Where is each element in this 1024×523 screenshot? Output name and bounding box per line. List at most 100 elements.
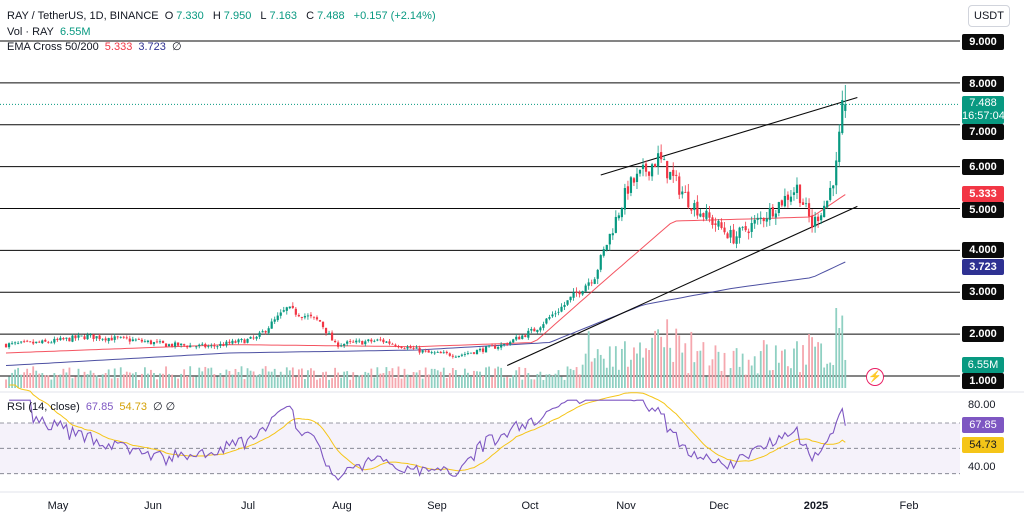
candle-body: [74, 335, 77, 339]
volume-bar: [261, 368, 264, 388]
candle-body: [418, 347, 421, 353]
volume-bar: [442, 367, 445, 388]
volume-bar: [113, 368, 116, 388]
candle-body: [397, 345, 400, 348]
volume-bar: [684, 343, 687, 388]
volume-bar: [844, 359, 847, 388]
volume-bar: [512, 375, 515, 388]
volume-bar: [207, 368, 210, 388]
volume-bar: [500, 367, 503, 388]
volume-bar: [403, 368, 406, 388]
candle-body: [478, 348, 482, 351]
level-label-6: 6.000: [962, 159, 1004, 175]
volume-bar: [83, 371, 86, 388]
ema-legend[interactable]: EMA Cross 50/200 5.333 3.723 ∅: [7, 40, 185, 54]
candle-body: [569, 296, 572, 301]
candle-body: [487, 345, 491, 347]
symbol-title[interactable]: RAY / TetherUS, 1D, BINANCE: [7, 10, 159, 22]
volume-bar: [95, 375, 98, 388]
volume-bar: [539, 371, 542, 388]
volume-bar: [258, 374, 261, 388]
candle-body: [343, 343, 346, 346]
candle-body: [421, 350, 424, 353]
volume-bar: [47, 375, 50, 388]
volume-bar: [180, 373, 183, 388]
candle-body: [792, 192, 796, 195]
volume-bar: [509, 378, 512, 388]
volume-bar: [693, 362, 696, 388]
volume-bar: [814, 346, 816, 388]
candle-body: [65, 337, 68, 339]
candle-body: [629, 177, 633, 193]
candle-body: [605, 244, 608, 251]
candle-body: [204, 344, 207, 348]
volume-legend-label: Vol · RAY: [7, 26, 54, 38]
candle-body: [29, 341, 32, 343]
candle-body: [463, 353, 467, 355]
candle-body: [258, 332, 261, 337]
volume-bar: [294, 376, 297, 388]
volume-bar: [521, 379, 524, 388]
candle-body: [155, 341, 159, 343]
volume-legend[interactable]: Vol · RAY 6.55M: [7, 25, 94, 39]
rsi-legend[interactable]: RSI (14, close) 67.85 54.73 ∅ ∅: [7, 400, 178, 414]
lightning-icon[interactable]: ⚡: [866, 368, 884, 386]
volume-bar: [400, 378, 403, 388]
volume-bar: [116, 377, 119, 388]
volume-bar: [14, 369, 16, 388]
candle-body: [466, 353, 470, 354]
lower-trendline: [506, 205, 858, 367]
currency-button[interactable]: USDT: [968, 5, 1010, 27]
time-label-feb: Feb: [899, 500, 919, 512]
candle-body: [240, 339, 243, 341]
volume-bar: [832, 364, 835, 388]
volume-bar: [349, 379, 352, 388]
candle-body: [346, 341, 349, 344]
candle-body: [249, 336, 252, 339]
candle-body: [554, 313, 557, 315]
volume-bar: [762, 340, 765, 388]
volume-bar: [240, 366, 243, 388]
candle-body: [391, 343, 394, 345]
rsi-legend-value: 67.85: [85, 401, 114, 413]
candle-body: [406, 346, 409, 349]
candle-body: [379, 339, 382, 341]
volume-bar: [491, 377, 493, 388]
volume-bar: [310, 368, 312, 388]
volume-bar: [802, 345, 804, 388]
volume-axis-label: 6.55M: [962, 357, 1004, 373]
volume-bar: [681, 352, 684, 388]
volume-bar: [497, 366, 500, 388]
candle-body: [626, 186, 630, 194]
candle-body: [367, 339, 370, 341]
time-label-aug: Aug: [332, 500, 352, 512]
candle-body: [306, 315, 310, 317]
volume-bar: [599, 354, 602, 388]
level-label-1: 1.000: [962, 373, 1004, 389]
candle-body: [424, 350, 427, 352]
volume-bar: [554, 373, 557, 388]
volume-bar: [343, 371, 346, 388]
candle-body: [276, 315, 279, 321]
candle-body: [358, 340, 361, 342]
volume-bar: [307, 370, 309, 388]
candle-body: [95, 336, 98, 339]
candle-body: [838, 131, 841, 163]
candle-body: [288, 306, 291, 309]
volume-bar: [418, 370, 421, 388]
volume-bar: [581, 364, 584, 388]
volume-bar: [424, 367, 427, 388]
candle-body: [370, 339, 373, 342]
level-label-3: 3.000: [962, 284, 1004, 300]
volume-bar: [723, 352, 726, 388]
candle-body: [13, 342, 17, 344]
candle-body: [349, 341, 352, 342]
time-label-dec: Dec: [709, 500, 729, 512]
candle-body: [324, 327, 328, 334]
volume-bar: [412, 372, 415, 388]
candle-body: [663, 159, 666, 161]
volume-bar: [150, 369, 152, 388]
volume-bar: [255, 375, 258, 388]
